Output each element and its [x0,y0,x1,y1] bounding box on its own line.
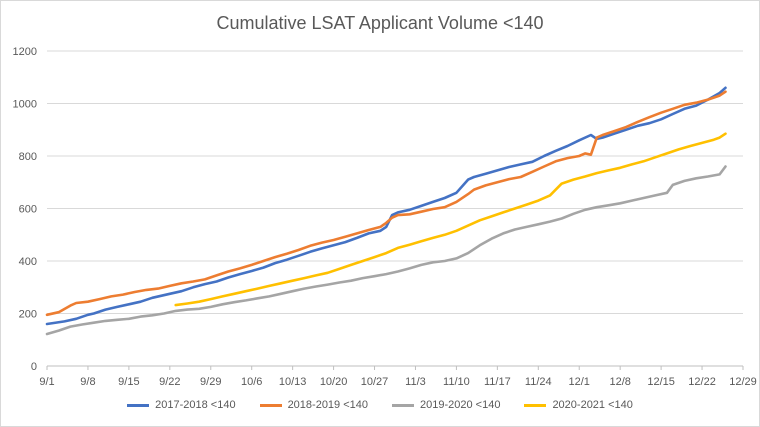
y-tick-label: 800 [19,151,37,163]
y-tick-label: 1200 [13,46,37,58]
legend-label: 2018-2019 <140 [287,399,368,411]
y-tick-label: 600 [19,204,37,216]
x-tick-label: 9/29 [200,376,221,388]
x-tick-label: 12/29 [729,376,757,388]
x-tick-label: 11/24 [525,376,552,388]
y-tick-label: 1000 [13,99,37,111]
chart-title: Cumulative LSAT Applicant Volume <140 [216,13,544,33]
x-tick-label: 11/17 [484,376,511,388]
x-tick-label: 11/10 [443,376,470,388]
legend-item-1: 2017-2018 <140 [127,399,236,411]
y-tick-label: 200 [19,309,37,321]
legend-label: 2020-2021 <140 [552,399,633,411]
legend: 2017-2018 <140 2018-2019 <140 2019-2020 <1… [1,399,759,411]
legend-item-2: 2018-2019 <140 [259,399,368,411]
x-tick-label: 12/15 [647,376,675,388]
x-tick-label: 12/1 [569,376,590,388]
legend-item-3: 2019-2020 <140 [392,399,500,411]
legend-swatch [127,403,150,407]
legend-label: 2017-2018 <140 [155,399,236,411]
legend-item-4: 2020-2021 <140 [524,399,633,411]
x-tick-label: 12/8 [609,376,630,388]
legend-swatch [259,403,282,407]
legend-label: 2019-2020 <140 [420,399,501,411]
x-tick-label: 9/1 [39,376,54,388]
series-line-3 [45,165,727,336]
legend-swatch [524,403,547,407]
x-tick-label: 9/8 [80,376,95,388]
x-tick-label: 10/13 [279,376,307,388]
x-tick-label: 11/3 [405,376,426,388]
legend-swatch [392,403,414,407]
x-tick-label: 9/15 [118,376,139,388]
y-tick-label: 400 [19,256,37,268]
y-tick-label: 0 [31,361,37,373]
x-tick-label: 10/20 [320,376,348,388]
x-tick-label: 10/27 [361,376,389,388]
x-tick-label: 9/22 [159,376,180,388]
series-line-1 [45,86,727,326]
series-line-2 [45,90,727,317]
x-tick-label: 12/22 [688,376,716,388]
x-tick-label: 10/6 [241,376,262,388]
series-line-4 [174,132,727,307]
